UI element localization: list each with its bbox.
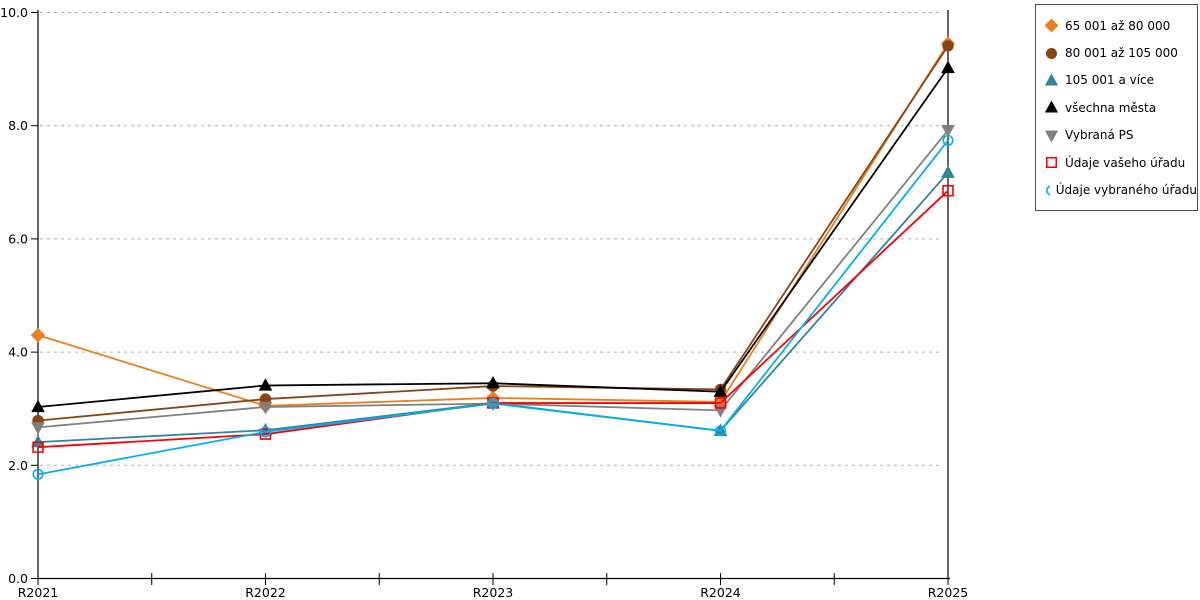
x-tick-label: R2023 (473, 585, 514, 600)
circle-marker-icon (259, 426, 272, 438)
series-line-3 (37, 67, 949, 408)
y-tick-label: 4.0 (8, 345, 28, 360)
triangle-up-marker-icon (941, 60, 955, 74)
y-tick-label: 6.0 (8, 231, 28, 246)
triangle-up-marker-icon (1044, 100, 1059, 113)
diamond-marker-icon (1044, 18, 1059, 33)
legend-label: Údaje vybraného úřadu (1055, 183, 1197, 198)
legend-item: všechna města (1044, 94, 1197, 121)
legend-label: Vybraná PS (1065, 128, 1134, 143)
x-tick-label: R2021 (18, 585, 59, 600)
circle-icon (1046, 184, 1050, 196)
triangle-up-marker-icon (1044, 73, 1059, 86)
series-line-6 (37, 139, 949, 476)
triangle-up-icon (1044, 100, 1059, 113)
circle-marker-icon (714, 425, 727, 437)
y-tick-label: 10.0 (0, 5, 28, 20)
legend-item: 65 001 až 80 000 (1044, 12, 1197, 39)
square-marker-icon (259, 428, 272, 440)
triangle-up-marker-icon (941, 165, 955, 178)
triangle-up-marker-icon (258, 378, 273, 391)
circle-marker-icon (942, 134, 954, 147)
circle-marker-icon (32, 468, 44, 480)
triangle-up-marker-icon (486, 375, 500, 389)
triangle-down-marker-icon (31, 422, 45, 435)
y-tick-label: 2.0 (8, 458, 28, 473)
circle-marker-icon (487, 398, 499, 410)
series-line-0 (37, 43, 949, 407)
diamond-marker-icon (30, 327, 46, 343)
triangle-down-marker-icon (258, 401, 273, 415)
circle-marker-icon (1046, 47, 1057, 59)
y-tick-label: 8.0 (8, 118, 28, 133)
triangle-down-icon (1044, 130, 1059, 143)
circle-icon (1046, 47, 1057, 59)
legend-item: 80 001 až 105 000 (1044, 39, 1197, 66)
circle-marker-icon (1046, 184, 1050, 196)
triangle-down-marker-icon (1044, 130, 1059, 143)
legend-label: 80 001 až 105 000 (1065, 46, 1178, 61)
triangle-down-marker-icon (941, 125, 955, 138)
square-marker-icon (714, 397, 727, 409)
triangle-up-marker-icon (713, 384, 728, 397)
legend-label: 105 001 a více (1065, 73, 1155, 88)
legend-item: Vybraná PS (1044, 122, 1197, 149)
square-marker-icon (32, 441, 44, 453)
legend-item: 105 001 a více (1044, 67, 1197, 94)
square-marker-icon (1045, 157, 1058, 169)
triangle-up-marker-icon (31, 399, 45, 413)
legend-label: 65 001 až 80 000 (1065, 18, 1171, 33)
legend-item: Údaje vybraného úřadu (1044, 176, 1197, 203)
x-tick-label: R2022 (245, 585, 286, 600)
square-icon (1045, 157, 1058, 169)
legend-item: Údaje vašeho úřadu (1044, 149, 1197, 176)
diamond-icon (1044, 18, 1059, 33)
chart-legend: 65 001 až 80 000 80 001 až 105 000 105 001… (1035, 4, 1198, 211)
x-tick-label: R2025 (928, 585, 969, 600)
circle-marker-icon (942, 40, 954, 52)
y-tick-label: 0.0 (8, 571, 28, 586)
legend-label: všechna města (1065, 100, 1157, 115)
chart-canvas: 0.0 2.0 4.0 6.0 8.0 10.0 R2021 R2022 R2023 R2024 R… (0, 5, 969, 600)
square-marker-icon (942, 185, 954, 197)
legend-label: Údaje vašeho úřadu (1065, 155, 1186, 170)
series-line-1 (37, 45, 949, 422)
x-tick-label: R2024 (700, 585, 741, 600)
triangle-up-icon (1044, 73, 1059, 86)
